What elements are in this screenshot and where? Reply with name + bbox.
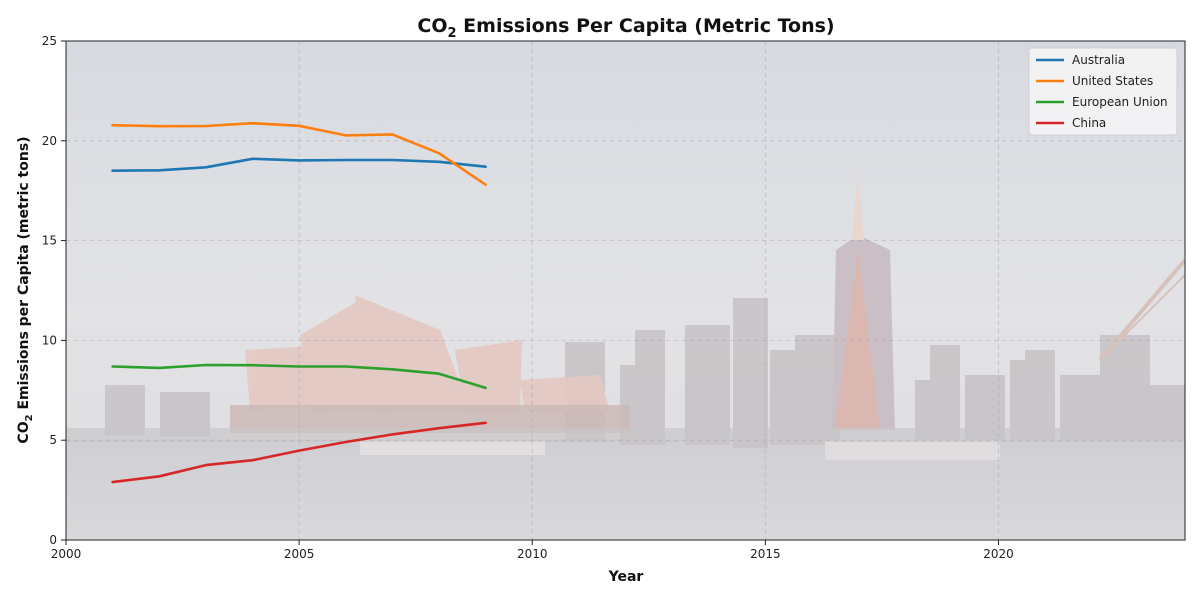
grid-lines	[66, 41, 1185, 540]
y-axis-label: CO2 Emissions per Capita (metric tons)	[16, 136, 35, 443]
y-tick-label: 10	[42, 333, 57, 347]
background-photo	[66, 41, 1185, 540]
series-line-australia	[111, 157, 487, 172]
y-tick-label: 0	[49, 533, 57, 547]
x-tick-label: 2005	[284, 547, 315, 561]
legend-label: China	[1072, 116, 1106, 130]
x-tick-label: 2010	[517, 547, 548, 561]
legend-label: European Union	[1072, 95, 1168, 109]
series-line-china	[111, 421, 487, 484]
x-tick-label: 2015	[750, 547, 781, 561]
series-lines	[111, 121, 487, 484]
x-tick-label: 2020	[983, 547, 1014, 561]
chart-title: CO2 Emissions Per Capita (Metric Tons)	[417, 15, 834, 41]
x-tick-label: 2000	[51, 547, 82, 561]
plot-frame	[65, 40, 1186, 541]
legend-label: United States	[1072, 74, 1153, 88]
y-tick-label: 5	[49, 433, 57, 447]
x-axis-label: Year	[608, 569, 644, 585]
x-axis-ticks: 2000 2005 2010 2015 2020	[51, 540, 1014, 561]
y-axis-ticks: 0 5 10 15 20 25	[42, 34, 66, 547]
series-line-united-states	[111, 121, 487, 186]
y-tick-label: 25	[42, 34, 57, 48]
legend-label: Australia	[1072, 53, 1125, 67]
y-tick-label: 15	[42, 234, 57, 248]
legend: Australia United States European Union Chin…	[1028, 47, 1178, 136]
series-line-european-union	[111, 363, 487, 390]
y-tick-label: 20	[42, 134, 57, 148]
